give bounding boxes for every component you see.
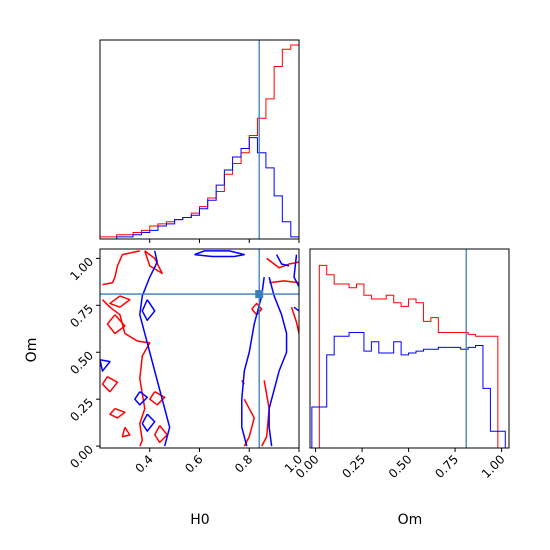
contour-red-line bbox=[106, 314, 126, 335]
contour-xtick-label: 0.8 bbox=[232, 452, 255, 475]
hist-H0-blue-step-line bbox=[100, 137, 300, 240]
contour-red-line bbox=[290, 306, 299, 334]
contour-blue-line bbox=[268, 276, 288, 447]
hist-Om-blue-step-line bbox=[311, 332, 506, 448]
hist-Om-series-group bbox=[311, 264, 506, 449]
contour-ytick-label: 0.50 bbox=[67, 348, 96, 377]
panel-hist-H0 bbox=[99, 39, 300, 243]
contour-blue-line bbox=[293, 254, 299, 287]
contour-red-line bbox=[153, 425, 168, 444]
hist-Om-red-step-line bbox=[311, 264, 506, 449]
hist-Om-xtick-label: 1.00 bbox=[479, 452, 508, 481]
contour-red-line bbox=[266, 257, 299, 269]
contour-red-line bbox=[102, 250, 140, 286]
contour-red-line bbox=[101, 299, 151, 447]
contour-xlabel: H0 bbox=[190, 512, 209, 528]
contour-red-line bbox=[144, 250, 163, 275]
contour-frame bbox=[99, 248, 300, 449]
contour-blue-line bbox=[194, 250, 246, 258]
contour-ytick-label: 0.25 bbox=[67, 395, 96, 424]
panel-contour-H0-Om: 0.4 0.6 0.8 1.00.000.250.500.751.00 H0 Om bbox=[24, 248, 305, 528]
contour-red-line bbox=[269, 280, 299, 284]
contour-ytick-label: 0.00 bbox=[67, 442, 96, 471]
contour-red-line bbox=[243, 398, 255, 447]
contour-red-line bbox=[109, 407, 126, 419]
contour-ticks: 0.4 0.6 0.8 1.00.000.250.500.751.00 bbox=[67, 255, 305, 476]
contour-red-line bbox=[101, 376, 119, 393]
contour-blue-line bbox=[293, 306, 299, 312]
contour-truth-marker bbox=[255, 290, 264, 299]
contour-blue-line bbox=[141, 413, 156, 432]
contour-red-line bbox=[109, 295, 131, 308]
hist-Om-xtick-label: 0.75 bbox=[432, 452, 461, 481]
contour-blue-line bbox=[275, 254, 290, 267]
contour-ylabel: Om bbox=[24, 338, 40, 363]
contour-blue-line bbox=[134, 391, 149, 406]
contour-xtick-label: 0.4 bbox=[132, 452, 155, 475]
contour-ytick-label: 0.75 bbox=[67, 302, 96, 331]
hist-H0-red-step-line bbox=[99, 44, 300, 239]
hist-Om-frame bbox=[309, 248, 510, 449]
hist-Om-ticks: 0.00 0.25 0.50 0.75 1.00 bbox=[293, 448, 508, 481]
hist-Om-xlabel: Om bbox=[398, 512, 423, 528]
contour-red-line bbox=[251, 302, 263, 316]
hist-Om-xtick-label: 0.50 bbox=[386, 452, 415, 481]
contour-blue-line bbox=[141, 299, 156, 322]
contour-blue-line bbox=[241, 277, 265, 447]
hist-Om-xtick-label: 0.25 bbox=[339, 452, 368, 481]
contour-xtick-label: 0.6 bbox=[182, 452, 205, 475]
hist-H0-series-group bbox=[99, 44, 300, 240]
contour-blue-line bbox=[100, 359, 111, 372]
contour-red-line bbox=[121, 426, 131, 438]
hist-H0-ticks bbox=[149, 239, 300, 243]
contour-red-line bbox=[261, 380, 270, 447]
contour-blue-line bbox=[139, 250, 171, 447]
hist-H0-frame bbox=[99, 39, 300, 240]
contour-ytick-label: 1.00 bbox=[67, 255, 96, 284]
contour-series-group bbox=[100, 250, 299, 447]
panel-hist-Om: 0.00 0.25 0.50 0.75 1.00 Om bbox=[293, 248, 510, 528]
